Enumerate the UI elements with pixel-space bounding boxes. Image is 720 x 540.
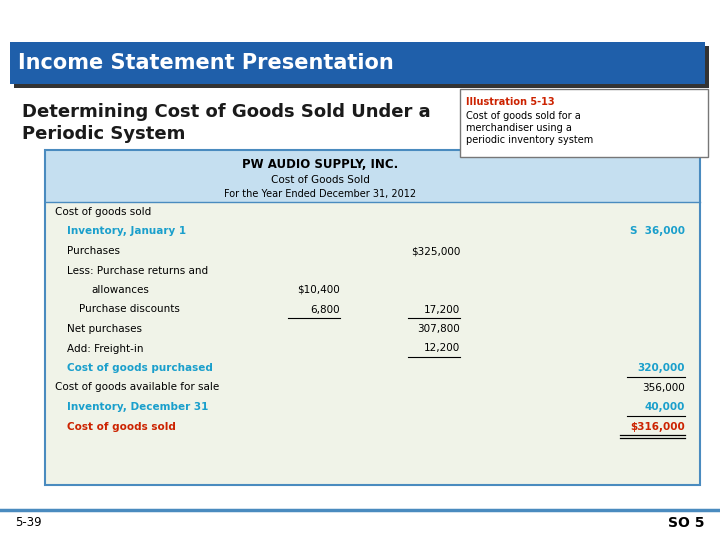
Text: Inventory, December 31: Inventory, December 31 — [67, 402, 208, 412]
Bar — [45, 150, 700, 202]
Text: Cost of goods available for sale: Cost of goods available for sale — [55, 382, 220, 393]
Text: Purchase discounts: Purchase discounts — [79, 305, 180, 314]
Text: merchandiser using a: merchandiser using a — [466, 123, 572, 133]
Text: Periodic System: Periodic System — [22, 125, 185, 143]
Text: Cost of goods sold for a: Cost of goods sold for a — [466, 111, 581, 121]
Text: Income Statement Presentation: Income Statement Presentation — [18, 53, 394, 73]
Text: 356,000: 356,000 — [642, 382, 685, 393]
Bar — [45, 150, 700, 485]
Text: Purchases: Purchases — [67, 246, 120, 256]
Text: Add: Freight-in: Add: Freight-in — [67, 343, 143, 354]
Text: Inventory, January 1: Inventory, January 1 — [67, 226, 186, 237]
Text: Cost of Goods Sold: Cost of Goods Sold — [271, 175, 369, 185]
Text: periodic inventory system: periodic inventory system — [466, 135, 593, 145]
Text: Cost of goods sold: Cost of goods sold — [67, 422, 176, 431]
Text: $316,000: $316,000 — [630, 422, 685, 431]
Bar — [10, 42, 705, 84]
Text: Cost of goods sold: Cost of goods sold — [55, 207, 151, 217]
Text: 17,200: 17,200 — [424, 305, 460, 314]
Text: SO 5: SO 5 — [668, 516, 705, 530]
Text: S  36,000: S 36,000 — [630, 226, 685, 237]
Text: 307,800: 307,800 — [418, 324, 460, 334]
Bar — [14, 46, 709, 88]
Text: $10,400: $10,400 — [297, 285, 340, 295]
Text: For the Year Ended December 31, 2012: For the Year Ended December 31, 2012 — [224, 189, 416, 199]
Text: 12,200: 12,200 — [424, 343, 460, 354]
Text: 5-39: 5-39 — [15, 516, 42, 530]
Text: PW AUDIO SUPPLY, INC.: PW AUDIO SUPPLY, INC. — [242, 158, 398, 171]
Text: Determining Cost of Goods Sold Under a: Determining Cost of Goods Sold Under a — [22, 103, 431, 121]
Text: allowances: allowances — [91, 285, 149, 295]
Bar — [460, 89, 708, 157]
Text: Cost of goods purchased: Cost of goods purchased — [67, 363, 213, 373]
Text: 320,000: 320,000 — [637, 363, 685, 373]
Bar — [45, 202, 700, 485]
Text: Net purchases: Net purchases — [67, 324, 142, 334]
Text: 6,800: 6,800 — [310, 305, 340, 314]
Text: Illustration 5-13: Illustration 5-13 — [466, 97, 554, 107]
Text: $325,000: $325,000 — [410, 246, 460, 256]
Text: Less: Purchase returns and: Less: Purchase returns and — [67, 266, 208, 275]
Text: 40,000: 40,000 — [644, 402, 685, 412]
